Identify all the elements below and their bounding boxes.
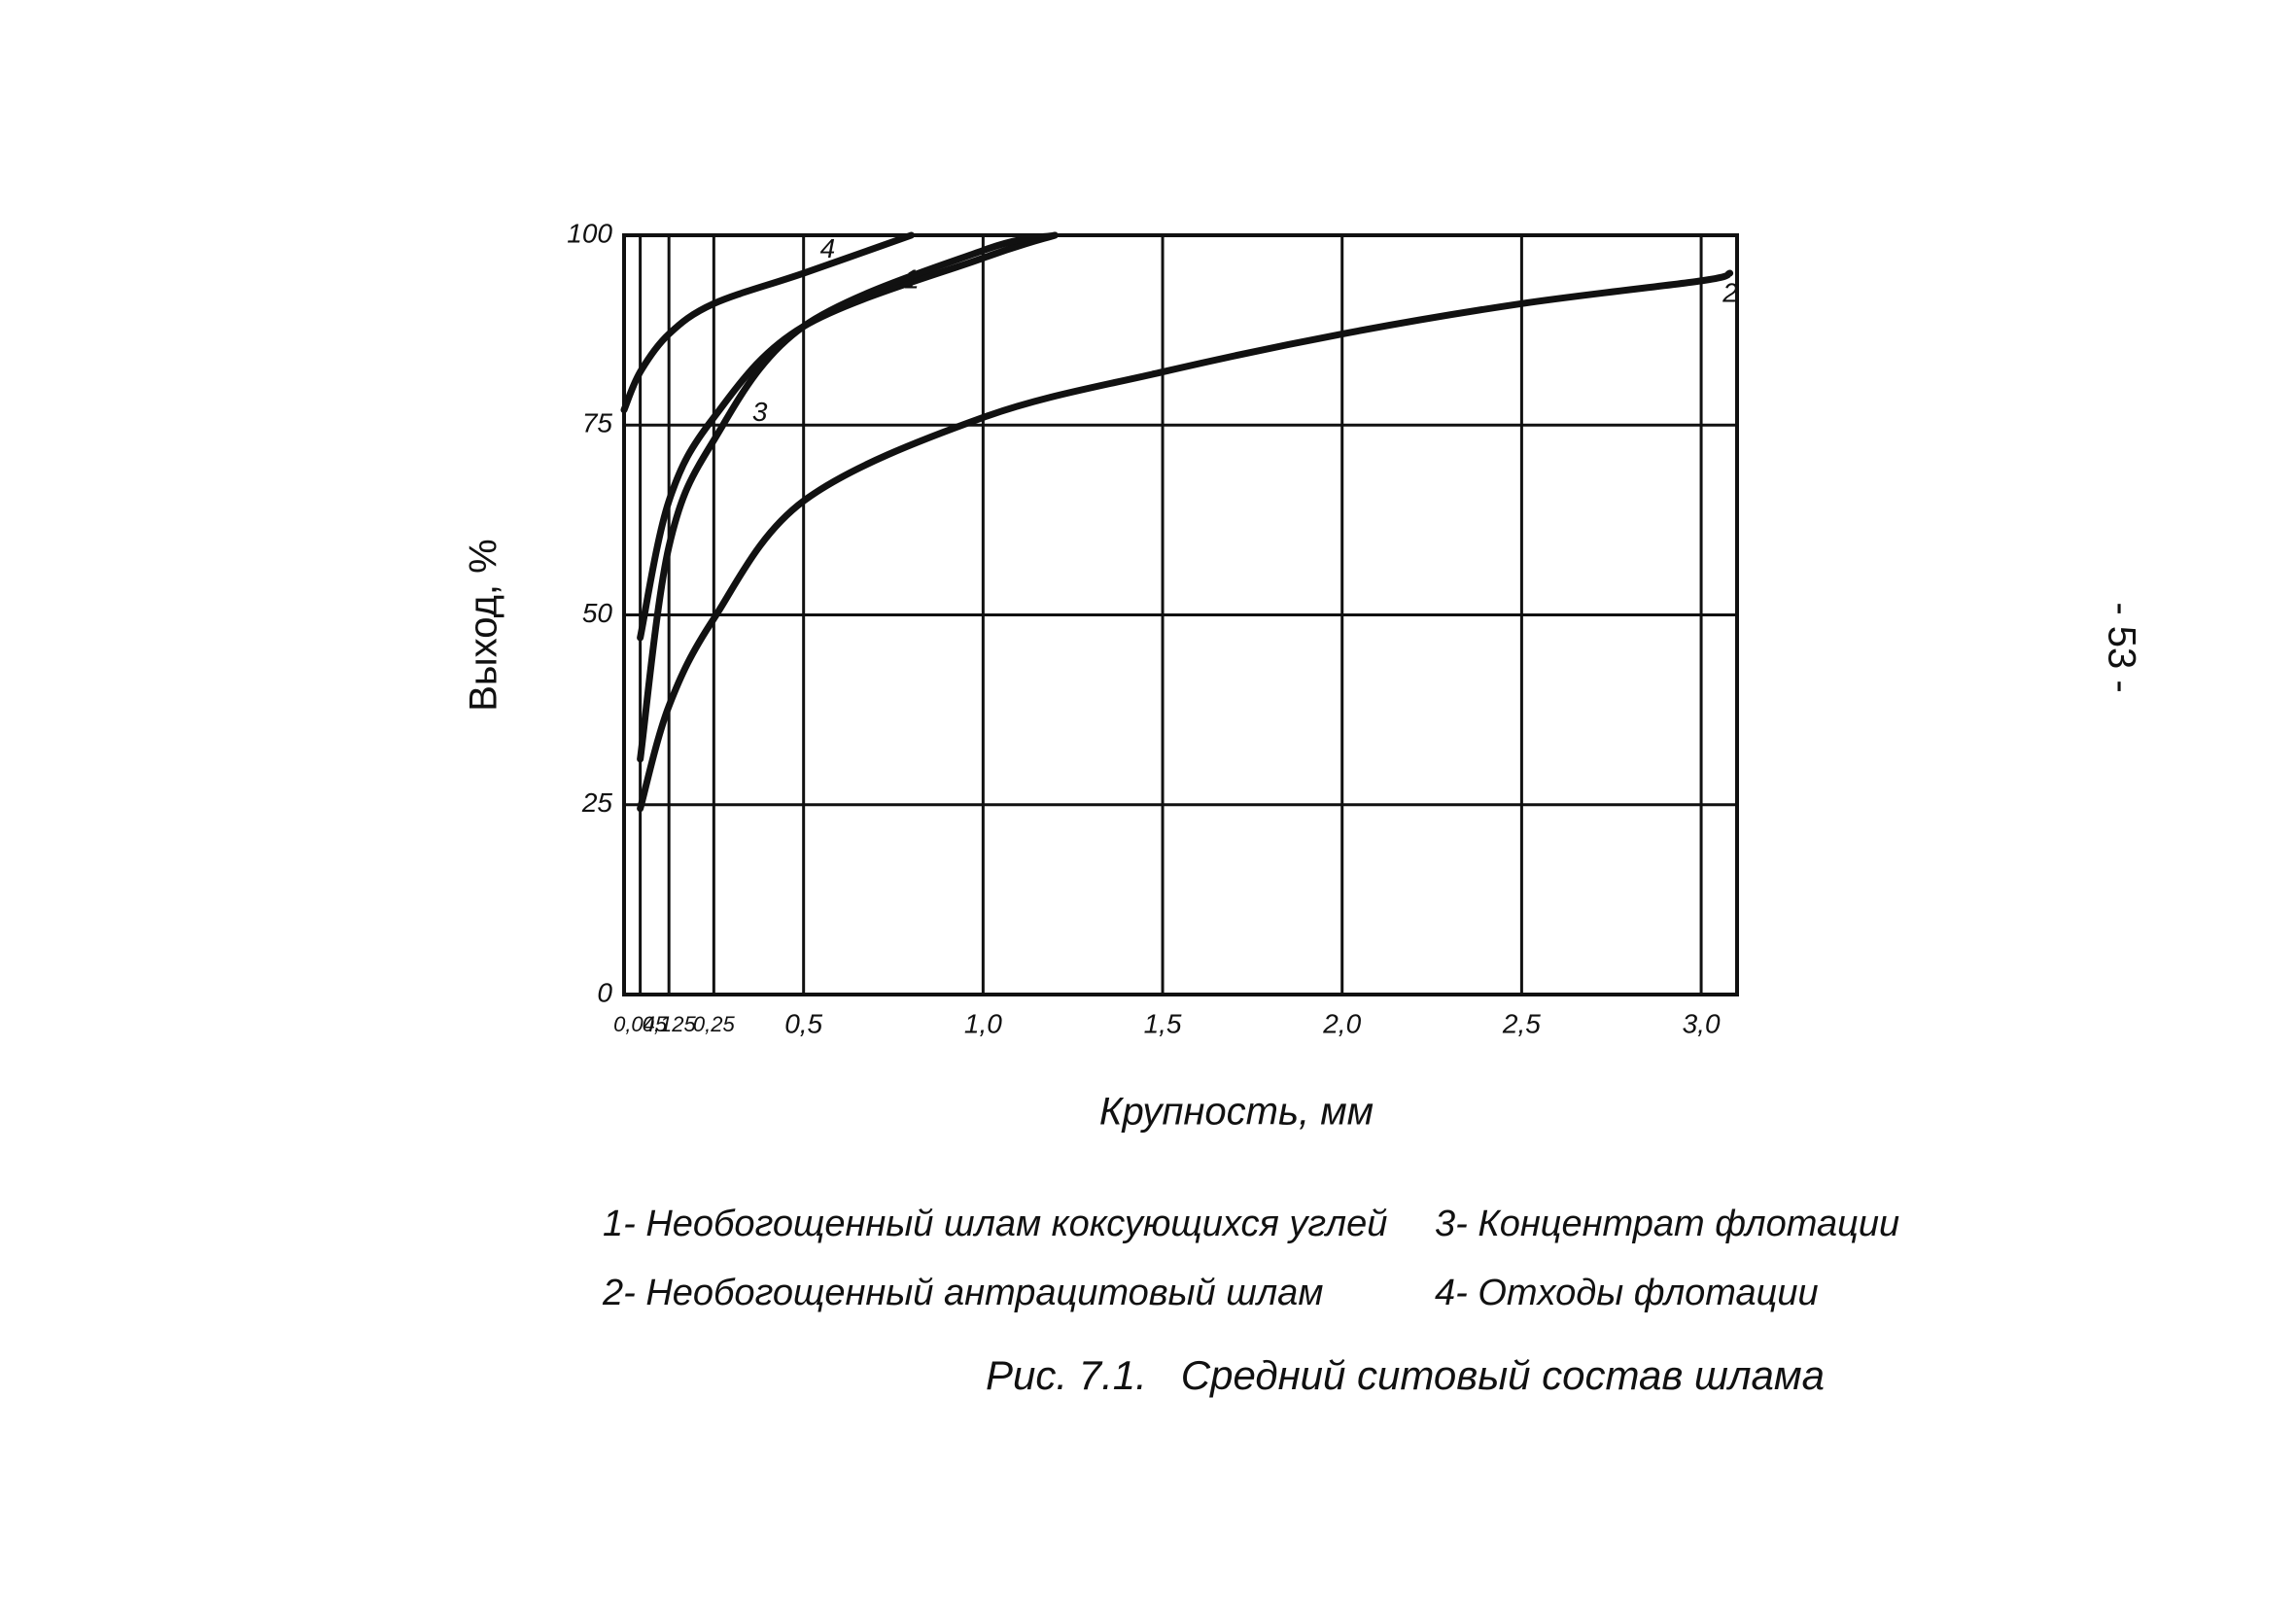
- x-tick-label: 1,0: [964, 1008, 1002, 1038]
- y-tick-label: 25: [581, 787, 613, 818]
- legend-entry: 4- Отходы флотации: [1435, 1273, 1819, 1313]
- curve-label: 3: [752, 397, 768, 427]
- y-tick-label: 50: [582, 598, 613, 628]
- y-tick-label: 75: [582, 408, 613, 438]
- x-tick-label: 0,25: [693, 1012, 736, 1036]
- y-axis-label: Выход, %: [463, 539, 505, 711]
- x-tick-label: 3,0: [1683, 1008, 1721, 1038]
- caption: Рис. 7.1. Средний ситовый состав шлама: [986, 1352, 1825, 1398]
- curve: [620, 231, 915, 414]
- curve: [637, 269, 1734, 813]
- curve: [637, 231, 1059, 763]
- x-tick-label: 0,045: [613, 1012, 668, 1036]
- legend-entry: 1- Необогощенный шлам коксующихся углей: [603, 1204, 1387, 1244]
- y-tick-label: 100: [567, 218, 612, 248]
- x-axis-label: Крупность, мм: [1099, 1091, 1374, 1134]
- curve-label: 4: [820, 233, 836, 263]
- legend-entry: 3- Концентрат флотации: [1435, 1204, 1899, 1244]
- page-number: - 53 -: [2100, 602, 2142, 692]
- curve-label: 2: [1722, 277, 1738, 307]
- curve: [637, 231, 1059, 642]
- y-tick-label: 0: [597, 977, 612, 1007]
- x-tick-label: 1,5: [1144, 1008, 1182, 1038]
- x-tick-label: 0,5: [784, 1008, 822, 1038]
- legend-entry: 2- Необогощенный антрацитовый шлам: [602, 1273, 1323, 1313]
- x-tick-label: 0,125: [643, 1012, 697, 1036]
- x-tick-label: 2,0: [1322, 1008, 1361, 1038]
- x-tick-label: 2,5: [1502, 1008, 1541, 1038]
